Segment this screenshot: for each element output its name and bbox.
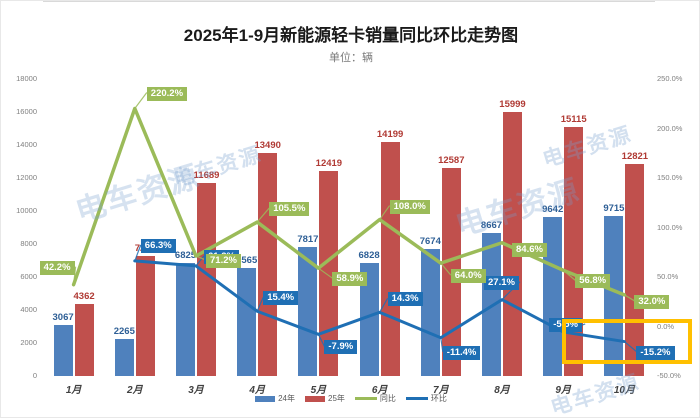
legend-item-label: 环比 bbox=[430, 394, 447, 403]
legend-bar-swatch-icon bbox=[255, 395, 276, 402]
x-axis-tick-label: 2月 bbox=[127, 385, 143, 396]
mom-percent-label: -5.5% bbox=[549, 317, 583, 332]
mom-percent-label: 27.1% bbox=[484, 275, 519, 290]
x-axis-tick-label: 1月 bbox=[65, 385, 82, 396]
legend-line-swatch-icon bbox=[354, 397, 377, 400]
yoy-percent-label: 32.0% bbox=[634, 294, 670, 309]
left-axis-tick: 14000 bbox=[16, 140, 37, 149]
left-axis-tick: 16000 bbox=[16, 107, 37, 116]
x-axis-tick-label: 3月 bbox=[188, 385, 204, 396]
bar-25nian bbox=[625, 164, 645, 376]
bar-25nian bbox=[380, 141, 400, 376]
bar-25nian bbox=[564, 126, 584, 376]
left-axis-tick: 4000 bbox=[20, 305, 37, 314]
yoy-percent-label: 42.2% bbox=[39, 260, 75, 275]
right-axis-tick: 200.0% bbox=[657, 123, 683, 133]
watermark-text: 电车资源 bbox=[71, 159, 205, 229]
bar-25nian bbox=[74, 304, 94, 376]
legend-line-swatch-icon bbox=[405, 397, 428, 400]
yoy-percent-label: 108.0% bbox=[389, 199, 430, 214]
bar-24nian bbox=[298, 247, 318, 376]
legend-item-label: 25年 bbox=[328, 394, 345, 403]
right-axis-tick: -50.0% bbox=[657, 371, 681, 380]
legend-item-label: 24年 bbox=[278, 394, 295, 403]
callout-leader-line bbox=[134, 92, 148, 109]
bar-24nian bbox=[176, 263, 195, 376]
bar-24nian bbox=[543, 216, 563, 376]
legend-item-label: 同比 bbox=[379, 394, 396, 403]
right-axis-tick: 250.0% bbox=[657, 74, 683, 83]
bar-value-label: 3067 bbox=[52, 312, 74, 324]
right-axis-tick: 100.0% bbox=[657, 222, 683, 232]
bar-value-label: 12419 bbox=[315, 158, 343, 170]
chart-legend: 24年 25年 同比 环比 bbox=[1, 393, 699, 404]
yoy-percent-label: 220.2% bbox=[146, 86, 188, 101]
mom-percent-label: 15.4% bbox=[263, 291, 299, 306]
left-axis-tick: 6000 bbox=[20, 272, 37, 281]
bar-24nian bbox=[53, 325, 73, 376]
line-series bbox=[71, 106, 627, 297]
bar-value-label: 4362 bbox=[73, 291, 95, 303]
bar-25nian bbox=[135, 256, 155, 376]
mom-percent-label: 14.3% bbox=[387, 292, 423, 307]
bar-value-label: 15115 bbox=[560, 113, 587, 125]
yoy-percent-label: 84.6% bbox=[512, 242, 547, 257]
x-axis-tick-label: 10月 bbox=[613, 385, 635, 396]
bar-value-label: 12821 bbox=[621, 151, 649, 163]
legend-item[interactable]: 24年 bbox=[255, 393, 295, 404]
axis-baseline bbox=[43, 1, 655, 2]
x-axis-tick-label: 6月 bbox=[371, 385, 388, 396]
bar-24nian bbox=[420, 249, 440, 376]
x-axis-tick-label: 5月 bbox=[310, 385, 327, 396]
bar-24nian bbox=[114, 338, 134, 376]
bar-25nian bbox=[258, 153, 278, 376]
mom-percent-label: -15.2% bbox=[636, 345, 675, 360]
bar-value-label: 2265 bbox=[113, 325, 135, 337]
bar-value-label: 14199 bbox=[376, 128, 404, 140]
left-axis-tick: 12000 bbox=[16, 173, 37, 182]
right-axis-tick: 50.0% bbox=[657, 272, 679, 281]
x-axis-tick-label: 9月 bbox=[555, 385, 571, 396]
bar-24nian bbox=[482, 232, 501, 376]
legend-bar-swatch-icon bbox=[305, 395, 325, 402]
yoy-percent-label: 71.2% bbox=[206, 254, 241, 268]
mom-percent-label: -7.9% bbox=[324, 340, 358, 355]
bar-value-label: 11689 bbox=[193, 170, 220, 182]
yoy-percent-label: 56.8% bbox=[575, 274, 611, 289]
bar-24nian bbox=[237, 267, 257, 376]
watermark-text: 电车资源 bbox=[540, 122, 635, 172]
left-axis-tick: 8000 bbox=[20, 239, 37, 248]
yoy-percent-label: 58.9% bbox=[332, 272, 368, 287]
bar-value-label: 13490 bbox=[254, 140, 281, 152]
yoy-percent-label: 105.5% bbox=[269, 202, 310, 217]
x-axis-tick-label: 7月 bbox=[433, 385, 449, 396]
bar-value-label: 15999 bbox=[499, 99, 526, 111]
mom-percent-label: 66.3% bbox=[140, 238, 176, 253]
left-axis-tick: 18000 bbox=[16, 74, 37, 83]
x-axis-tick-label: 8月 bbox=[494, 385, 510, 396]
legend-item[interactable]: 25年 bbox=[305, 393, 345, 404]
legend-item[interactable]: 环比 bbox=[405, 393, 447, 404]
bar-24nian bbox=[604, 215, 624, 376]
mom-percent-label: -11.4% bbox=[442, 345, 481, 360]
chart-title: 2025年1-9月新能源轻卡销量同比环比走势图 bbox=[183, 26, 519, 45]
bar-25nian bbox=[197, 183, 216, 376]
right-axis-tick: 150.0% bbox=[657, 173, 683, 182]
x-axis-tick-label: 4月 bbox=[249, 385, 265, 396]
legend-item[interactable]: 同比 bbox=[354, 393, 396, 404]
right-axis-tick: 0.0% bbox=[657, 321, 675, 331]
left-axis-tick: 0 bbox=[32, 371, 37, 380]
left-axis-tick: 2000 bbox=[20, 338, 37, 347]
yoy-percent-label: 64.0% bbox=[450, 269, 486, 284]
bar-value-label: 12587 bbox=[438, 155, 465, 167]
chart-subtitle-unit: 单位：辆 bbox=[329, 52, 373, 64]
left-axis-tick: 10000 bbox=[16, 206, 37, 215]
